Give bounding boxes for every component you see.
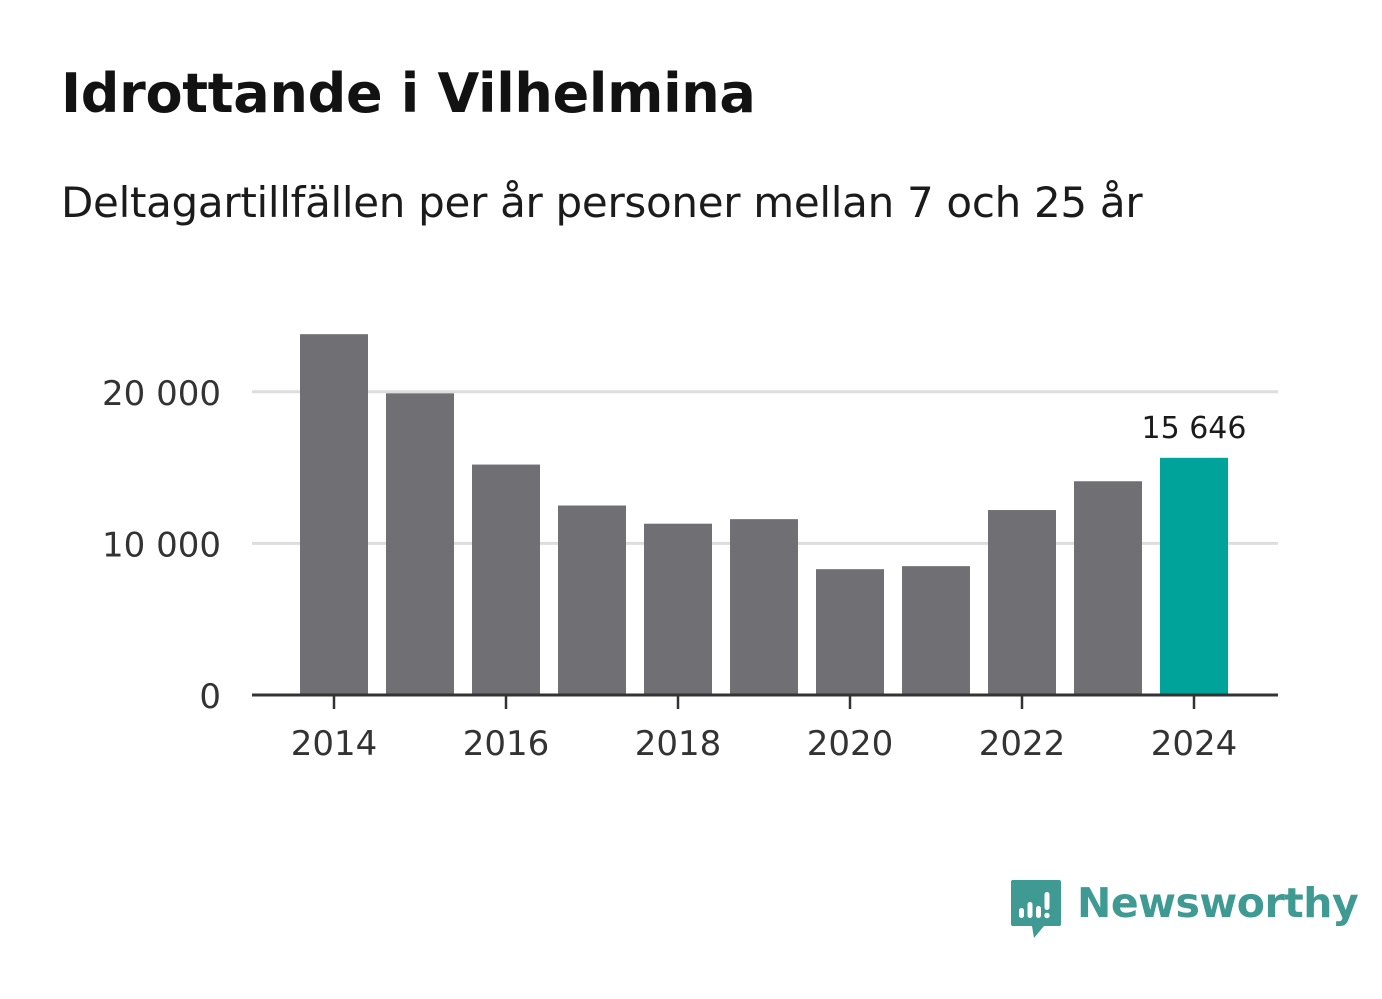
bar-2020 [816,569,884,695]
bar-2015 [386,393,454,695]
bar-2018 [644,523,712,695]
bar-2023 [1074,481,1142,695]
bar-2021 [902,566,970,695]
x-tick-label-2020: 2020 [807,724,894,764]
bar-2017 [558,505,626,695]
newsworthy-logo: Newsworthy [1010,878,1359,942]
axes [252,693,1278,709]
newsworthy-wordmark: Newsworthy [1077,879,1359,927]
bar-2016 [472,464,540,695]
bar-2014 [300,334,368,695]
x-tick-label-2018: 2018 [635,724,722,764]
bars [300,334,1228,695]
y-tick-label-20000: 20 000 [102,374,221,414]
x-tick-label-2016: 2016 [463,724,550,764]
y-tick-label-0: 0 [199,677,221,717]
chart-title: Idrottande i Vilhelmina [61,62,756,125]
y-tick-label-10000: 10 000 [102,525,221,565]
x-tick-label-2024: 2024 [1151,724,1238,764]
x-tick-label-2022: 2022 [979,724,1066,764]
bar-2022 [988,510,1056,695]
x-tick-label-2014: 2014 [291,724,378,764]
newsworthy-chart-bubble-icon [1011,880,1061,938]
labels: 2014 2016 2018 2020 2022 2024 0 10 000 20 000 15 … [102,374,1246,764]
data-label-2024: 15 646 [1142,411,1247,446]
bar-2019 [730,519,798,695]
bar-2024 [1160,457,1228,695]
chart-subtitle: Deltagartillfällen per år personer mella… [61,178,1143,227]
